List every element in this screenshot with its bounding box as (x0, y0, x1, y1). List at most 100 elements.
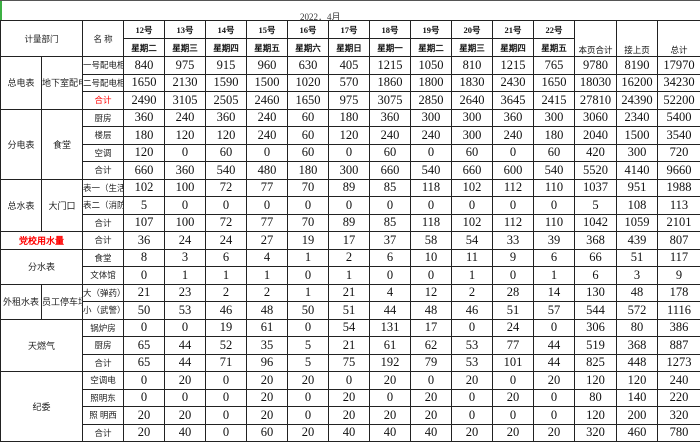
day-value-cell[interactable]: 0 (492, 143, 535, 162)
grand-total-cell[interactable]: 320 (657, 406, 700, 425)
row-name[interactable]: 照明东 (82, 388, 125, 407)
day-value-cell[interactable]: 0 (287, 196, 330, 215)
row-name[interactable]: 空调 (82, 143, 125, 162)
day-value-cell[interactable]: 3105 (164, 91, 207, 110)
grand-total-cell[interactable]: 1273 (657, 353, 700, 372)
day-value-cell[interactable]: 21 (123, 283, 166, 302)
grand-total-cell[interactable]: 113 (657, 196, 700, 215)
day-value-cell[interactable]: 58 (410, 231, 453, 250)
day-value-cell[interactable]: 0 (451, 318, 494, 337)
row-name[interactable]: 楼层 (82, 126, 125, 145)
day-value-cell[interactable]: 480 (246, 161, 289, 180)
day-value-cell[interactable]: 20 (164, 406, 207, 425)
day-value-cell[interactable]: 2430 (492, 73, 535, 92)
day-value-cell[interactable]: 1 (451, 266, 494, 285)
prev-page-cell[interactable]: 3 (616, 266, 659, 285)
row-name[interactable]: 一号配电柜 (82, 56, 125, 75)
day-value-cell[interactable]: 240 (246, 126, 289, 145)
day-value-cell[interactable]: 2 (451, 283, 494, 302)
page-total-cell[interactable]: 18030 (574, 73, 618, 92)
prev-page-cell[interactable]: 140 (616, 388, 659, 407)
day-value-cell[interactable]: 21 (328, 283, 371, 302)
page-total-cell[interactable]: 9780 (574, 56, 618, 75)
day-value-cell[interactable]: 1 (164, 266, 207, 285)
grand-total-cell[interactable]: 9 (657, 266, 700, 285)
day-value-cell[interactable]: 0 (369, 388, 412, 407)
day-value-cell[interactable]: 20 (410, 388, 453, 407)
row-name[interactable]: 厨房 (82, 336, 125, 355)
day-value-cell[interactable]: 0 (164, 318, 207, 337)
row-name[interactable]: 合计 (82, 423, 125, 442)
prev-page-cell[interactable]: 48 (616, 283, 659, 302)
grand-total-cell[interactable]: 807 (657, 231, 700, 250)
day-value-cell[interactable]: 72 (205, 213, 248, 232)
page-total-cell[interactable]: 130 (574, 283, 618, 302)
day-value-cell[interactable]: 1500 (246, 73, 289, 92)
day-value-cell[interactable]: 24 (164, 231, 207, 250)
day-value-cell[interactable]: 100 (164, 213, 207, 232)
grand-total-cell[interactable]: 1988 (657, 178, 700, 197)
day-value-cell[interactable]: 24 (205, 231, 248, 250)
grand-total-cell[interactable]: 240 (657, 371, 700, 390)
grand-total-cell[interactable]: 117 (657, 248, 700, 267)
day-value-cell[interactable]: 915 (205, 56, 248, 75)
day-value-cell[interactable]: 0 (369, 196, 412, 215)
day-value-cell[interactable]: 0 (205, 196, 248, 215)
day-value-cell[interactable]: 71 (205, 353, 248, 372)
day-value-cell[interactable]: 44 (164, 336, 207, 355)
day-value-cell[interactable]: 102 (451, 178, 494, 197)
day-value-cell[interactable]: 120 (205, 126, 248, 145)
prev-page-cell[interactable]: 108 (616, 196, 659, 215)
prev-page-cell[interactable]: 4140 (616, 161, 659, 180)
row-name[interactable]: 照 明西 (82, 406, 125, 425)
day-value-cell[interactable]: 192 (369, 353, 412, 372)
day-value-cell[interactable]: 44 (164, 353, 207, 372)
day-value-cell[interactable]: 20 (492, 423, 535, 442)
day-value-cell[interactable]: 0 (246, 196, 289, 215)
day-value-cell[interactable]: 600 (492, 161, 535, 180)
day-value-cell[interactable]: 300 (533, 108, 576, 127)
grand-total-cell[interactable]: 17970 (657, 56, 700, 75)
day-value-cell[interactable]: 180 (533, 126, 576, 145)
day-value-cell[interactable]: 21 (328, 336, 371, 355)
day-value-cell[interactable]: 0 (492, 371, 535, 390)
prev-page-cell[interactable]: 80 (616, 318, 659, 337)
day-value-cell[interactable]: 20 (123, 423, 166, 442)
day-value-cell[interactable]: 20 (164, 371, 207, 390)
day-value-cell[interactable]: 20 (369, 406, 412, 425)
day-value-cell[interactable]: 1650 (533, 73, 576, 92)
day-value-cell[interactable]: 0 (287, 406, 330, 425)
grand-total-cell[interactable]: 3540 (657, 126, 700, 145)
page-total-cell[interactable]: 420 (574, 143, 618, 162)
day-value-cell[interactable]: 0 (287, 318, 330, 337)
day-value-cell[interactable]: 20 (410, 406, 453, 425)
day-value-cell[interactable]: 11 (451, 248, 494, 267)
prev-page-cell[interactable]: 8190 (616, 56, 659, 75)
day-value-cell[interactable]: 0 (533, 318, 576, 337)
day-value-cell[interactable]: 0 (492, 406, 535, 425)
day-value-cell[interactable]: 53 (451, 353, 494, 372)
day-value-cell[interactable]: 1590 (205, 73, 248, 92)
day-value-cell[interactable]: 1860 (369, 73, 412, 92)
page-total-cell[interactable]: 66 (574, 248, 618, 267)
day-value-cell[interactable]: 0 (287, 266, 330, 285)
day-value-cell[interactable]: 62 (410, 336, 453, 355)
day-value-cell[interactable]: 79 (410, 353, 453, 372)
page-total-cell[interactable]: 120 (574, 371, 618, 390)
day-value-cell[interactable]: 660 (369, 161, 412, 180)
day-value-cell[interactable]: 110 (533, 213, 576, 232)
day-value-cell[interactable]: 20 (451, 371, 494, 390)
grand-total-cell[interactable]: 386 (657, 318, 700, 337)
day-value-cell[interactable]: 39 (533, 231, 576, 250)
day-value-cell[interactable]: 1650 (287, 91, 330, 110)
page-total-cell[interactable]: 2040 (574, 126, 618, 145)
day-value-cell[interactable]: 180 (123, 126, 166, 145)
day-value-cell[interactable]: 60 (451, 143, 494, 162)
day-value-cell[interactable]: 20 (533, 423, 576, 442)
row-name[interactable]: 食堂 (82, 248, 125, 267)
day-value-cell[interactable]: 300 (328, 161, 371, 180)
grand-total-cell[interactable]: 1116 (657, 301, 700, 320)
prev-page-cell[interactable]: 448 (616, 353, 659, 372)
day-value-cell[interactable]: 240 (492, 126, 535, 145)
grand-total-cell[interactable]: 887 (657, 336, 700, 355)
